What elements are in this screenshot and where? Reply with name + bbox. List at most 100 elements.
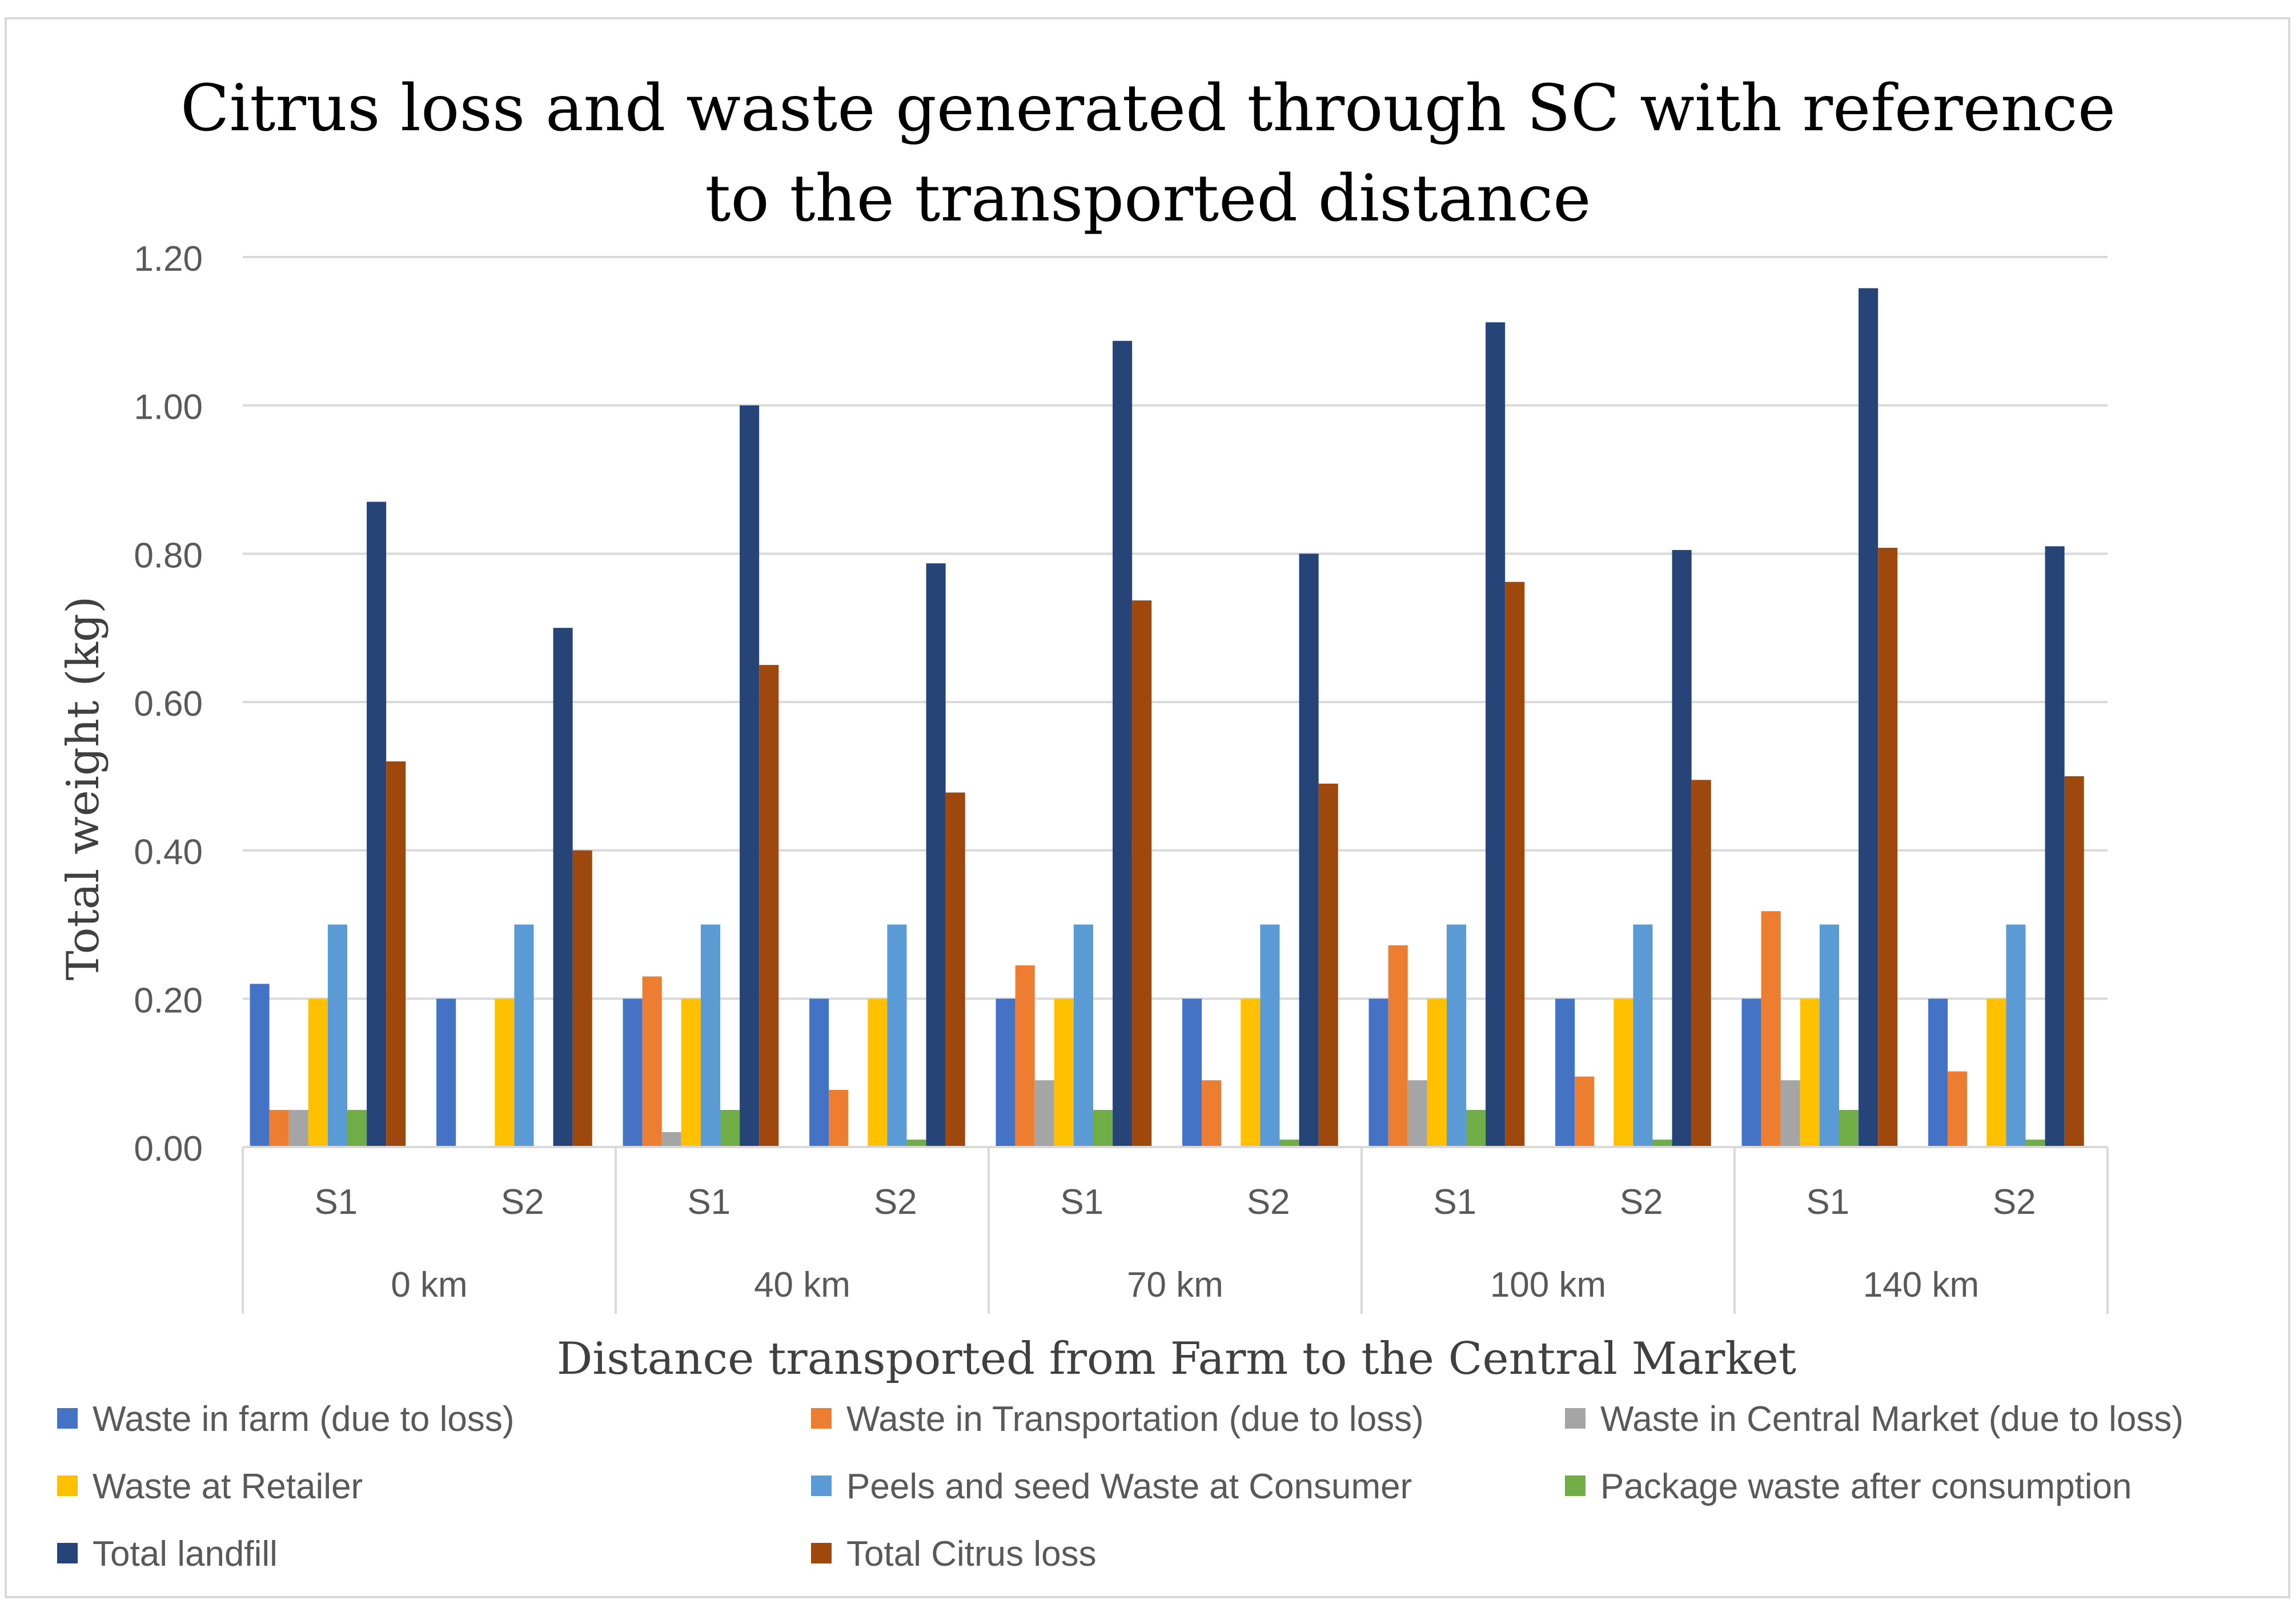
bar [945, 792, 965, 1147]
bar [1407, 1080, 1427, 1147]
legend-item: Waste at Retailer [57, 1467, 363, 1506]
bar [308, 999, 328, 1147]
bar [681, 999, 701, 1147]
bar [1299, 554, 1319, 1148]
bar [1318, 783, 1338, 1147]
bar [740, 405, 760, 1147]
bars [250, 288, 2084, 1148]
legend-label: Waste in farm (due to loss) [93, 1400, 515, 1439]
bar [1202, 1080, 1222, 1147]
x-subcategory-label: S1 [1806, 1182, 1849, 1222]
bar [2025, 1140, 2045, 1147]
chart-title-line-1: Citrus loss and waste generated through … [180, 71, 2116, 146]
bar [553, 628, 573, 1147]
bar [1113, 340, 1133, 1147]
x-group-label: 100 km [1490, 1265, 1606, 1305]
x-axis: S1 S2 0 km S1 S2 40 km S1 S2 70 km S1 S2 100 km S1 S2… [242, 1146, 2109, 1314]
bar [759, 665, 779, 1147]
bar [1878, 547, 1898, 1147]
legend: Waste in farm (due to loss) Waste in Tran… [57, 1400, 2183, 1574]
bar [1555, 999, 1575, 1147]
bar [1859, 288, 1878, 1147]
bar [1633, 924, 1653, 1147]
bar [1839, 1110, 1859, 1147]
bar [1741, 999, 1761, 1147]
y-axis-tick-labels: 0.00 0.20 0.40 0.60 0.80 1.00 1.20 [134, 239, 203, 1169]
legend-label: Waste in Transportation (due to loss) [846, 1400, 1424, 1439]
legend-label: Total landfill [93, 1534, 278, 1574]
x-subcategory-label: S1 [1433, 1182, 1476, 1222]
bar [1486, 322, 1506, 1147]
bar [868, 999, 888, 1147]
y-tick-label: 0.60 [134, 684, 203, 724]
bar [1672, 550, 1692, 1147]
y-tick-label: 0.00 [134, 1129, 203, 1169]
bar [926, 563, 946, 1147]
bar [1986, 999, 2006, 1147]
x-subcategory-label: S2 [874, 1182, 917, 1222]
bar [1241, 999, 1261, 1147]
legend-swatch [811, 1543, 832, 1563]
bar [1388, 945, 1408, 1147]
bar [1073, 924, 1094, 1147]
bar [2045, 546, 2065, 1147]
x-group-label: 70 km [1127, 1265, 1223, 1305]
x-axis-label: Distance transported from Farm to the Ce… [557, 1333, 1796, 1385]
bar [386, 761, 406, 1147]
legend-label: Waste in Central Market (due to loss) [1600, 1400, 2183, 1439]
bar [2064, 776, 2084, 1147]
bar [906, 1140, 926, 1147]
legend-label: Peels and seed Waste at Consumer [846, 1467, 1412, 1506]
x-group-label: 40 km [754, 1265, 850, 1305]
x-subcategory-label: S2 [1993, 1182, 2036, 1222]
bar [1466, 1110, 1486, 1147]
bar [1427, 999, 1447, 1147]
y-tick-label: 0.80 [134, 536, 203, 575]
bar [996, 999, 1015, 1147]
bar [367, 502, 387, 1148]
bar [1034, 1080, 1054, 1147]
bar [642, 976, 662, 1147]
bar [288, 1110, 308, 1147]
y-tick-label: 1.20 [134, 239, 203, 279]
legend-swatch [57, 1475, 78, 1496]
chart-title-line-2: to the transported distance [705, 162, 1591, 236]
x-subcategory-label: S2 [1247, 1182, 1290, 1222]
bar [661, 1132, 681, 1147]
x-subcategory-label: S1 [1060, 1182, 1103, 1222]
bar [1182, 999, 1202, 1147]
bar [700, 924, 721, 1147]
bar [514, 924, 534, 1147]
y-axis-label: Total weight (kg) [58, 596, 109, 981]
bar [1928, 999, 1948, 1147]
bar [1132, 600, 1152, 1147]
bar [347, 1110, 367, 1147]
bar [2006, 924, 2026, 1147]
bar [1948, 1071, 1968, 1147]
legend-swatch [57, 1408, 78, 1429]
legend-swatch [811, 1475, 832, 1496]
bar [1575, 1076, 1595, 1147]
legend-item: Peels and seed Waste at Consumer [811, 1467, 1412, 1506]
bar [1505, 582, 1525, 1147]
legend-swatch [1565, 1408, 1585, 1429]
bar [1054, 999, 1074, 1147]
legend-swatch [1565, 1475, 1585, 1496]
bar [887, 924, 907, 1147]
legend-item: Package waste after consumption [1565, 1467, 2132, 1506]
legend-label: Waste at Retailer [93, 1467, 363, 1506]
bar [436, 999, 456, 1147]
bar [1761, 911, 1781, 1147]
y-tick-label: 0.40 [134, 833, 203, 872]
x-subcategory-label: S2 [1620, 1182, 1663, 1222]
y-tick-label: 0.20 [134, 981, 203, 1020]
bar [1819, 924, 1840, 1147]
bar [623, 999, 643, 1147]
legend-item: Waste in Central Market (due to loss) [1565, 1400, 2183, 1439]
bar [1446, 924, 1467, 1147]
x-subcategory-label: S2 [501, 1182, 544, 1222]
bar [495, 999, 515, 1147]
bar [1691, 780, 1711, 1147]
